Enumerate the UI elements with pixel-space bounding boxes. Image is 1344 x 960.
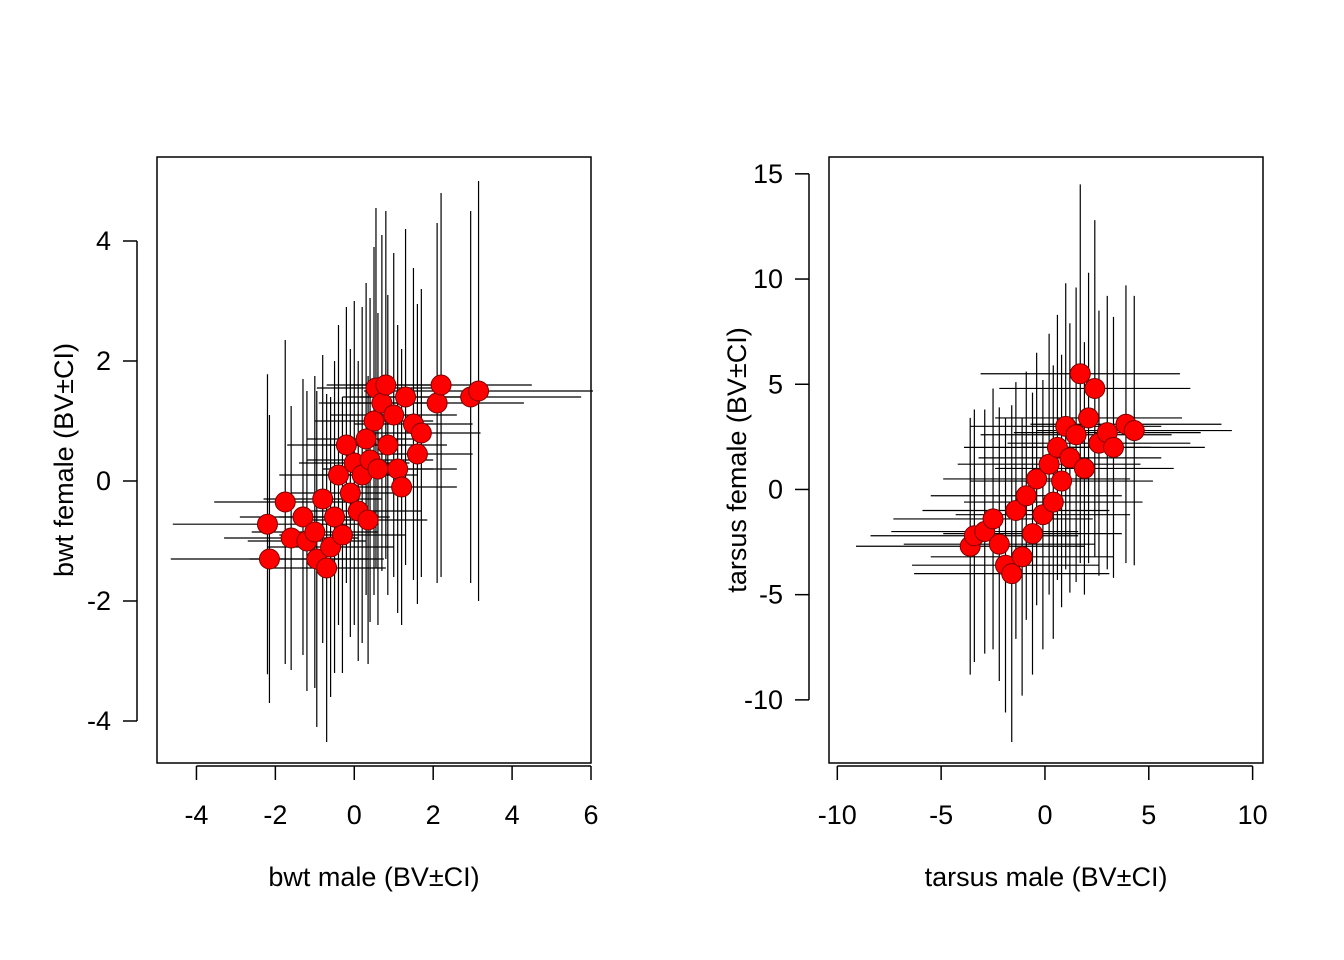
bwt-y-tick-label: -4 (87, 706, 111, 736)
bwt-data-point (292, 506, 314, 528)
tarsus-plot-frame (828, 156, 1264, 764)
tarsus-panel: -10 -5 0 5 10 -10 -5 0 5 10 15 tarsus male (BV±CI… (722, 156, 1268, 892)
tarsus-data-point (982, 508, 1004, 530)
bwt-data-point (468, 380, 490, 402)
bwt-x-tick-label: 0 (347, 800, 362, 830)
bwt-y-tick-label: 4 (96, 226, 111, 256)
tarsus-x-tick-label: 0 (1037, 800, 1052, 830)
tarsus-data-point (1065, 424, 1087, 446)
tarsus-y-tick-label: 15 (753, 159, 783, 189)
bwt-x-tick-label: -4 (184, 800, 208, 830)
tarsus-data-point (1084, 377, 1106, 399)
tarsus-data-point (1078, 407, 1100, 429)
tarsus-y-axis: -10 -5 0 5 10 15 (744, 159, 810, 715)
bwt-data-point (258, 548, 280, 570)
bwt-data-point (316, 557, 338, 579)
bwt-data-point (395, 386, 417, 408)
tarsus-y-tick-label: -10 (744, 685, 783, 715)
bwt-data-point (387, 458, 409, 480)
bwt-data-point (331, 524, 353, 546)
bwt-data-point (363, 410, 385, 432)
bwt-data-point (335, 434, 357, 456)
tarsus-data-point (1102, 436, 1124, 458)
bwt-data-point (391, 476, 413, 498)
bwt-y-tick-label: 0 (96, 466, 111, 496)
bwt-data-point (406, 443, 428, 465)
bwt-data-point (312, 488, 334, 510)
tarsus-y-tick-label: -5 (759, 580, 783, 610)
bwt-data-point (426, 392, 448, 414)
bwt-data-point (327, 464, 349, 486)
tarsus-data-point (1011, 546, 1033, 568)
tarsus-data-point (1038, 453, 1060, 475)
tarsus-x-axis: -10 -5 0 5 10 (818, 765, 1268, 830)
bwt-x-axis: -4 -2 0 2 4 6 (184, 765, 599, 830)
tarsus-data-point (1069, 363, 1091, 385)
bwt-data-point (357, 509, 379, 531)
bwt-y-axis: -4 -2 0 2 4 (87, 226, 138, 736)
tarsus-data-point (1022, 523, 1044, 545)
tarsus-y-tick-label: 5 (768, 369, 783, 399)
bwt-x-tick-label: -2 (263, 800, 287, 830)
tarsus-data-point (1042, 491, 1064, 513)
bwt-x-tick-label: 2 (426, 800, 441, 830)
tarsus-points (959, 363, 1145, 585)
bwt-data-point (383, 404, 405, 426)
tarsus-x-axis-title: tarsus male (BV±CI) (925, 862, 1168, 892)
bwt-y-tick-label: 2 (96, 346, 111, 376)
bwt-data-point (355, 428, 377, 450)
tarsus-y-axis-title: tarsus female (BV±CI) (722, 327, 752, 592)
tarsus-x-tick-label: 10 (1238, 800, 1268, 830)
bwt-y-tick-label: -2 (87, 586, 111, 616)
bwt-points (256, 374, 490, 579)
bwt-x-tick-label: 6 (583, 800, 598, 830)
tarsus-data-point (1123, 420, 1145, 442)
bwt-data-point (256, 513, 278, 535)
bwt-panel: -4 -2 0 2 4 6 -4 -2 0 2 4 bwt male (BV±CI) bwt fe… (49, 156, 599, 892)
bwt-data-point (377, 434, 399, 456)
tarsus-x-tick-label: -5 (929, 800, 953, 830)
tarsus-y-tick-label: 10 (753, 264, 783, 294)
bwt-data-point (304, 521, 326, 543)
tarsus-data-point (1051, 470, 1073, 492)
tarsus-y-tick-label: 0 (768, 474, 783, 504)
bwt-data-point (375, 374, 397, 396)
bwt-data-point (339, 482, 361, 504)
bwt-x-tick-label: 4 (505, 800, 520, 830)
bwt-data-point (430, 374, 452, 396)
tarsus-data-point (1059, 447, 1081, 469)
tarsus-x-tick-label: -10 (818, 800, 857, 830)
bwt-data-point (274, 491, 296, 513)
tarsus-x-tick-label: 5 (1141, 800, 1156, 830)
bwt-data-point (324, 506, 346, 528)
bwt-y-axis-title: bwt female (BV±CI) (49, 343, 79, 577)
bwt-data-point (410, 422, 432, 444)
tarsus-data-point (1015, 485, 1037, 507)
tarsus-data-point (1001, 563, 1023, 585)
bwt-x-axis-title: bwt male (BV±CI) (268, 862, 479, 892)
tarsus-data-point (1026, 468, 1048, 490)
tarsus-data-point (1005, 500, 1027, 521)
bwt-plot-frame (156, 156, 592, 764)
tarsus-data-point (988, 533, 1010, 555)
bwt-data-point (367, 458, 389, 480)
tarsus-data-point (1073, 457, 1095, 479)
